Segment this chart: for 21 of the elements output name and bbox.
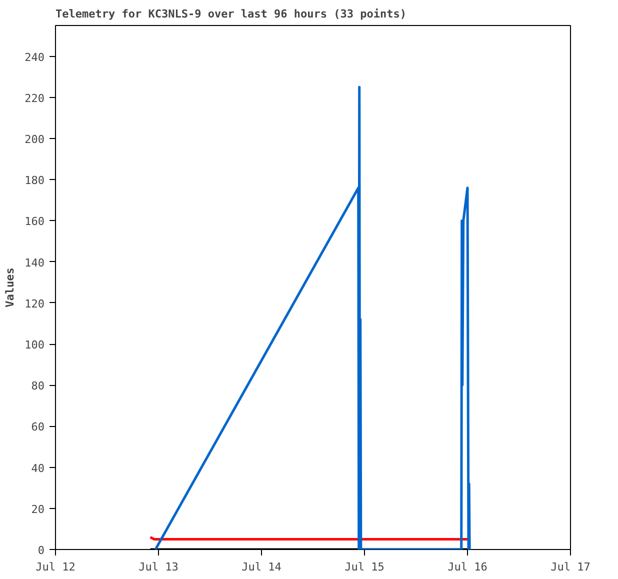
y-tick-label: 200 [24,133,45,146]
y-tick-label: 120 [24,297,45,310]
y-tick-label: 20 [31,502,45,516]
y-tick-label: 40 [31,462,45,475]
y-tick-label: 0 [38,544,44,557]
y-tick-label: 220 [24,92,45,105]
y-tick-label: 180 [24,174,45,188]
y-axis-title: Values [4,268,17,308]
y-tick-label: 60 [31,420,45,434]
chart-title: Telemetry for KC3NLS-9 over last 96 hours (33 points) [56,8,406,20]
x-tick-label: Jul 17 [550,560,590,574]
x-tick-label: Jul 15 [344,560,384,574]
y-tick-label: 240 [24,50,45,64]
y-tick-label: 140 [24,256,45,270]
x-tick-label: Jul 13 [138,560,178,574]
y-tick-label: 160 [24,215,45,228]
x-tick-label: Jul 12 [36,560,76,574]
x-tick-label: Jul 14 [242,560,282,574]
y-tick-label: 100 [24,338,45,352]
y-tick-label: 80 [31,380,45,393]
x-tick-label: Jul 16 [448,560,488,574]
